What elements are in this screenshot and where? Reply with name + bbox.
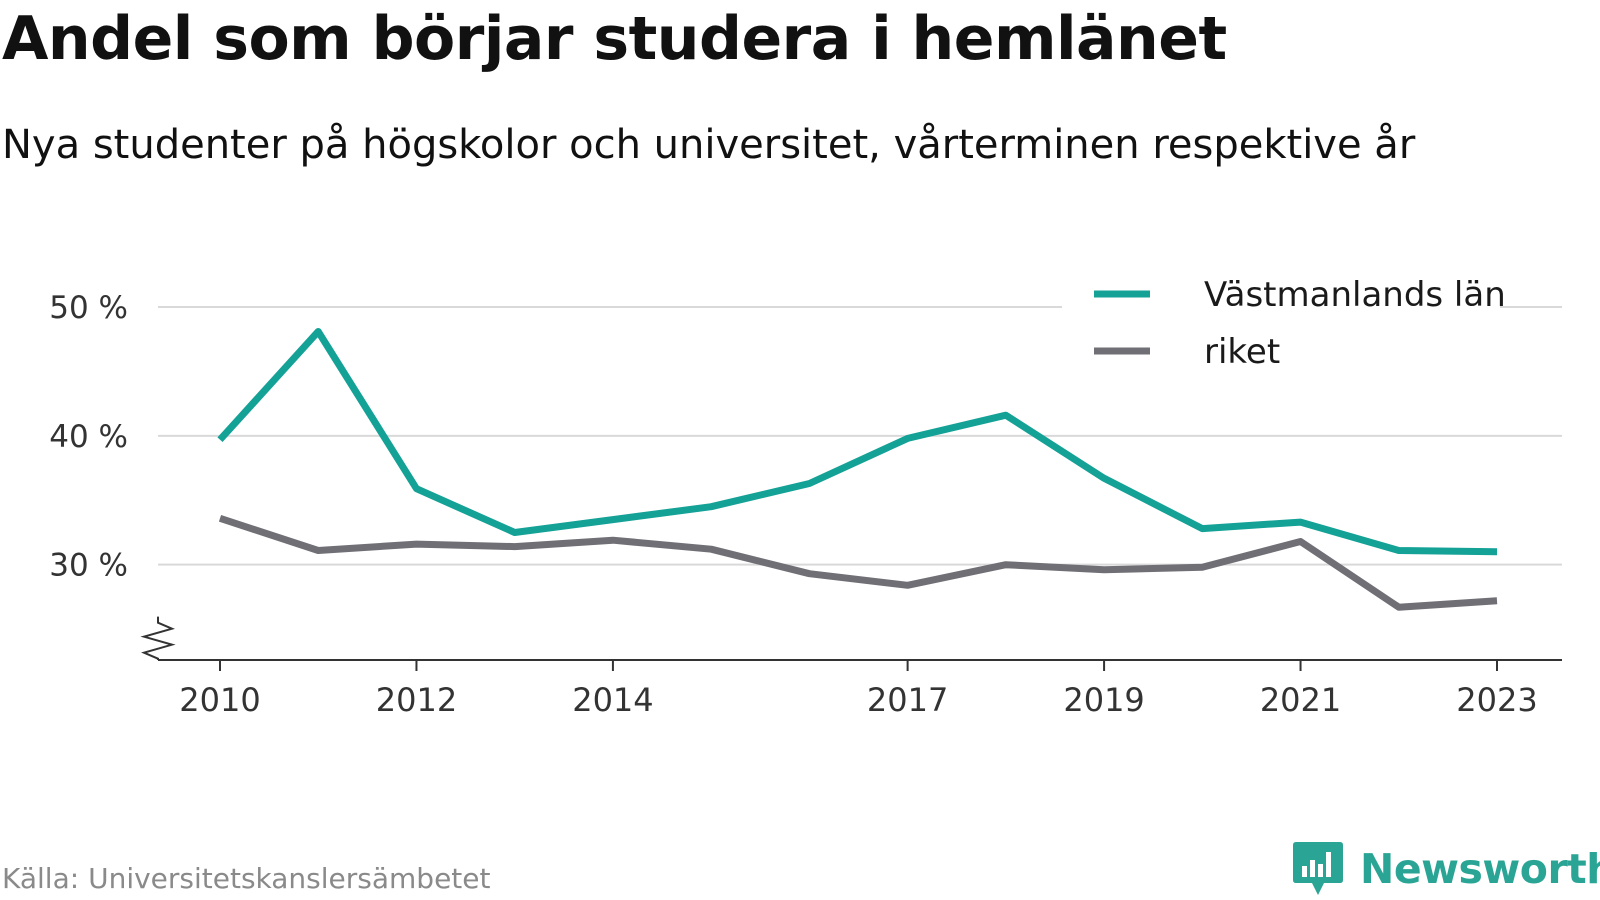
legend-label: riket [1204,332,1280,372]
x-tick-label: 2012 [376,681,457,719]
x-tick-label: 2019 [1063,681,1144,719]
newsworthy-logo-icon [1293,842,1343,895]
x-tick-label: 2023 [1456,681,1537,719]
legend-label: Västmanlands län [1204,275,1506,315]
brand-logo: Newsworthy [1292,840,1600,898]
legend-bg [1062,341,1500,381]
x-tick-label: 2017 [867,681,948,719]
brand-name: Newsworthy [1360,845,1600,893]
y-tick-label: 50 % [49,290,128,326]
chart-subtitle: Nya studenter på högskolor och universit… [2,122,1416,168]
axes: 30 % 40 % 50 % 2010 2012 2014 2017 2019 2021 2023 [49,290,1562,719]
legend: Västmanlands län riket [1062,275,1506,381]
x-tick-label: 2021 [1260,681,1341,719]
y-tick-label: 40 % [49,419,128,455]
series-lines [217,328,1498,611]
source-note: Källa: Universitetskanslersämbetet [2,862,491,895]
y-tick-label: 30 % [49,548,128,584]
series-line-0 [217,328,1498,556]
x-tick-label: 2014 [572,681,653,719]
x-tick-label: 2010 [179,681,260,719]
axis-break-icon [140,616,176,660]
series-line-1 [218,514,1498,611]
chart-title: Andel som börjar studera i hemlänet [2,4,1227,74]
